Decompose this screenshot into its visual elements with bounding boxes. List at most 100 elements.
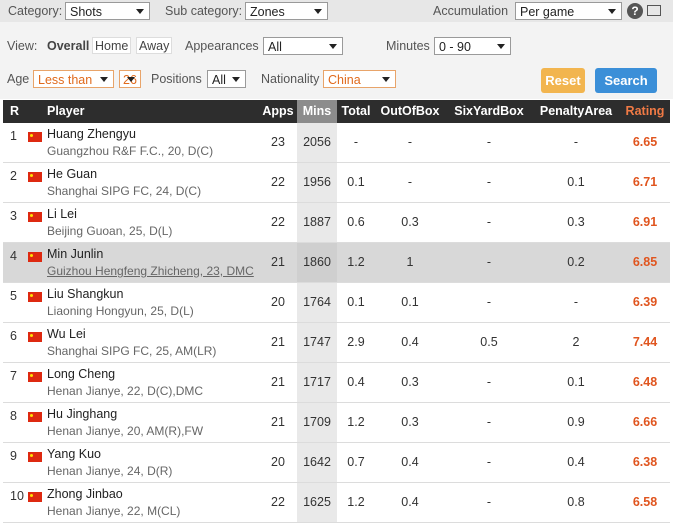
mins-cell: 1625 — [303, 495, 331, 509]
six-yard-box-cell: - — [486, 135, 492, 149]
mins-column-bg — [297, 363, 337, 402]
table-header: R Player Apps Mins Total OutOfBox SixYardBox Pe… — [3, 100, 670, 123]
appearances-select[interactable]: All — [263, 37, 343, 55]
age-operator-select[interactable]: Less than — [33, 70, 114, 88]
player-name[interactable]: Hu Jinghang — [47, 407, 118, 421]
apps-cell: 21 — [271, 335, 285, 349]
mins-cell: 1887 — [303, 215, 331, 229]
help-icon[interactable]: ? — [627, 3, 643, 19]
apps-cell: 21 — [271, 415, 285, 429]
player-info[interactable]: Henan Jianye, 20, AM(R),FW — [47, 424, 204, 438]
rating-cell: 6.65 — [632, 135, 658, 149]
total-cell: 1.2 — [347, 415, 365, 429]
total-cell: 0.1 — [347, 295, 365, 309]
age-input[interactable]: 26 — [119, 70, 141, 88]
player-name[interactable]: Huang Zhengyu — [47, 127, 136, 141]
six-yard-box-cell: - — [486, 295, 492, 309]
reset-button[interactable]: Reset — [541, 68, 585, 93]
penalty-area-cell: 0.4 — [567, 455, 585, 469]
player-info[interactable]: Shanghai SIPG FC, 25, AM(LR) — [47, 344, 217, 358]
total-cell: 2.9 — [347, 335, 365, 349]
player-name[interactable]: Zhong Jinbao — [47, 487, 123, 501]
penalty-area-cell: 0.1 — [567, 175, 585, 189]
accumulation-label: Accumulation — [433, 4, 509, 18]
accumulation-select[interactable]: Per game — [515, 2, 622, 20]
player-info[interactable]: Henan Jianye, 22, M(CL) — [47, 504, 181, 518]
player-info[interactable]: Liaoning Hongyun, 25, D(L) — [47, 304, 194, 318]
total-cell: 0.4 — [347, 375, 365, 389]
player-name[interactable]: He Guan — [47, 167, 98, 181]
penalty-area-cell: 0.2 — [567, 255, 585, 269]
penalty-area-cell: 0.1 — [567, 375, 585, 389]
nationality-select[interactable]: China — [323, 70, 396, 88]
total-cell: 0.7 — [347, 455, 365, 469]
out-of-box-cell: - — [407, 135, 413, 149]
out-of-box-cell: 0.3 — [401, 375, 419, 389]
column-header[interactable]: Rating — [625, 104, 665, 118]
rank: 2 — [10, 169, 17, 183]
player-name[interactable]: Liu Shangkun — [47, 287, 124, 301]
flag-icon — [28, 252, 42, 262]
player-name[interactable]: Li Lei — [47, 207, 77, 221]
category-select[interactable]: Shots — [65, 2, 150, 20]
rating-cell: 6.38 — [632, 455, 658, 469]
player-info[interactable]: Guangzhou R&F F.C., 20, D(C) — [47, 144, 214, 158]
mins-column-bg — [297, 483, 337, 522]
category-label: Category: — [8, 4, 63, 18]
rank: 1 — [10, 129, 17, 143]
total-cell: 1.2 — [347, 255, 365, 269]
minutes-select[interactable]: 0 - 90 — [434, 37, 511, 55]
six-yard-box-cell: - — [486, 215, 492, 229]
player-name[interactable]: Yang Kuo — [47, 447, 101, 461]
column-header[interactable]: PenaltyArea — [539, 104, 613, 118]
penalty-area-cell: - — [573, 135, 579, 149]
column-header[interactable]: Total — [341, 104, 371, 118]
total-cell: - — [353, 135, 359, 149]
sub-category-select[interactable]: Zones — [245, 2, 328, 20]
six-yard-box-cell: - — [486, 175, 492, 189]
column-header[interactable]: SixYardBox — [454, 104, 524, 118]
player-info[interactable]: Henan Jianye, 24, D(R) — [47, 464, 173, 478]
player-name[interactable]: Min Junlin — [47, 247, 104, 261]
column-header[interactable]: Apps — [262, 104, 294, 118]
mins-column-bg — [297, 323, 337, 362]
player-info[interactable]: Beijing Guoan, 25, D(L) — [47, 224, 173, 238]
email-icon[interactable] — [647, 5, 661, 16]
flag-icon — [28, 212, 42, 222]
apps-cell: 22 — [271, 215, 285, 229]
mins-column-bg — [297, 203, 337, 242]
minutes-label: Minutes — [386, 39, 430, 53]
out-of-box-cell: 0.4 — [401, 455, 419, 469]
player-info[interactable]: Shanghai SIPG FC, 24, D(C) — [47, 184, 202, 198]
apps-cell: 21 — [271, 375, 285, 389]
column-header[interactable]: OutOfBox — [380, 104, 440, 118]
mins-cell: 1709 — [303, 415, 331, 429]
player-info[interactable]: Henan Jianye, 22, D(C),DMC — [47, 384, 204, 398]
apps-cell: 20 — [271, 455, 285, 469]
six-yard-box-cell: 0.5 — [480, 335, 498, 349]
table-row: 8 Hu Jinghang Henan Jianye, 20, AM(R),FW 21… — [3, 403, 670, 443]
rating-cell: 6.85 — [632, 255, 658, 269]
player-name[interactable]: Long Cheng — [47, 367, 116, 381]
total-cell: 1.2 — [347, 495, 365, 509]
view-option[interactable]: Away — [136, 37, 173, 54]
mins-column-bg — [297, 443, 337, 482]
positions-select[interactable]: All — [207, 70, 246, 88]
penalty-area-cell: 0.8 — [567, 495, 585, 509]
mins-cell: 1747 — [303, 335, 331, 349]
player-info[interactable]: Guizhou Hengfeng Zhicheng, 23, DMC — [47, 264, 254, 278]
view-option[interactable]: Overall — [47, 39, 90, 53]
out-of-box-cell: 1 — [406, 255, 414, 269]
out-of-box-cell: 0.3 — [401, 415, 419, 429]
apps-cell: 20 — [271, 295, 285, 309]
column-header[interactable]: Mins — [302, 104, 332, 118]
player-name[interactable]: Wu Lei — [47, 327, 86, 341]
rating-cell: 6.71 — [632, 175, 658, 189]
rating-cell: 7.44 — [632, 335, 658, 349]
view-option[interactable]: Home — [92, 37, 132, 54]
sub-category-label: Sub category: — [165, 4, 243, 18]
rank: 4 — [10, 249, 17, 263]
search-button[interactable]: Search — [595, 68, 657, 93]
penalty-area-cell: - — [573, 295, 579, 309]
